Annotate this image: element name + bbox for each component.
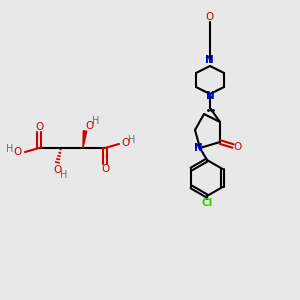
Text: H: H — [92, 116, 100, 126]
Text: H: H — [60, 170, 68, 180]
Text: O: O — [234, 142, 242, 152]
Text: H: H — [128, 135, 136, 145]
Text: O: O — [206, 12, 214, 22]
Text: O: O — [53, 165, 61, 175]
Text: N: N — [205, 55, 213, 65]
Text: Cl: Cl — [201, 198, 213, 208]
Text: N: N — [206, 91, 214, 101]
Text: H: H — [6, 144, 14, 154]
Text: O: O — [13, 147, 21, 157]
Text: O: O — [121, 138, 129, 148]
Text: O: O — [101, 164, 109, 174]
Text: O: O — [85, 121, 93, 131]
Text: N: N — [194, 143, 202, 153]
Polygon shape — [83, 131, 87, 148]
Text: O: O — [35, 122, 43, 132]
